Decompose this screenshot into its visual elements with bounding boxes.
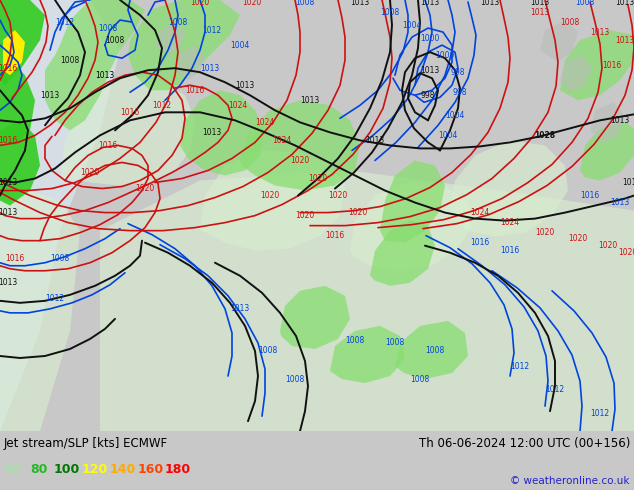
Text: 1000: 1000 bbox=[420, 34, 440, 43]
Text: 1016: 1016 bbox=[185, 86, 205, 95]
Text: 1013: 1013 bbox=[616, 0, 634, 6]
Text: 1012: 1012 bbox=[55, 18, 75, 26]
Text: 1008: 1008 bbox=[98, 24, 118, 32]
Text: 1008: 1008 bbox=[385, 339, 404, 347]
Text: 1004: 1004 bbox=[438, 131, 458, 140]
Text: 1012: 1012 bbox=[46, 294, 65, 303]
Text: 1013: 1013 bbox=[590, 27, 610, 37]
Text: 1013: 1013 bbox=[611, 116, 630, 125]
Text: 1013: 1013 bbox=[235, 81, 255, 90]
Text: 1008: 1008 bbox=[380, 7, 399, 17]
Text: 1024: 1024 bbox=[470, 208, 489, 217]
Text: 1013: 1013 bbox=[41, 91, 60, 100]
Text: 1020: 1020 bbox=[295, 211, 314, 220]
Text: 1012: 1012 bbox=[590, 409, 609, 417]
Text: 1008: 1008 bbox=[410, 374, 430, 384]
Text: 1016: 1016 bbox=[580, 191, 600, 200]
Text: 1016: 1016 bbox=[98, 141, 118, 150]
Text: 80: 80 bbox=[30, 463, 48, 476]
Text: 1013: 1013 bbox=[230, 304, 250, 314]
Text: 1013: 1013 bbox=[531, 7, 550, 17]
Text: 1020: 1020 bbox=[81, 168, 100, 177]
Text: 1020: 1020 bbox=[598, 241, 618, 250]
Text: 1013: 1013 bbox=[623, 178, 634, 187]
Text: 1020: 1020 bbox=[190, 0, 210, 6]
Text: 140: 140 bbox=[110, 463, 136, 476]
Text: 1013: 1013 bbox=[531, 0, 550, 6]
Text: 1024: 1024 bbox=[500, 218, 520, 227]
Text: © weatheronline.co.uk: © weatheronline.co.uk bbox=[510, 476, 630, 486]
Text: 1012: 1012 bbox=[202, 25, 221, 35]
Text: 1008: 1008 bbox=[169, 18, 188, 26]
Text: 60: 60 bbox=[4, 463, 22, 476]
Text: 1024: 1024 bbox=[228, 101, 248, 110]
Text: 1016: 1016 bbox=[0, 136, 18, 145]
Text: 1004: 1004 bbox=[403, 21, 422, 29]
Text: 1012: 1012 bbox=[545, 385, 564, 393]
Text: 1008: 1008 bbox=[560, 18, 579, 26]
Text: 1020: 1020 bbox=[568, 234, 588, 243]
Text: 180: 180 bbox=[165, 463, 191, 476]
Text: 1013: 1013 bbox=[420, 66, 439, 74]
Text: 1008: 1008 bbox=[60, 56, 80, 65]
Text: 1012: 1012 bbox=[510, 362, 529, 370]
Text: 1024: 1024 bbox=[256, 118, 275, 127]
Text: 1004: 1004 bbox=[230, 41, 250, 49]
Text: Jet stream/SLP [kts] ECMWF: Jet stream/SLP [kts] ECMWF bbox=[4, 437, 168, 450]
Text: 1020: 1020 bbox=[348, 208, 368, 217]
Text: 1008: 1008 bbox=[259, 346, 278, 355]
Text: 1020: 1020 bbox=[290, 156, 309, 165]
Text: 1013: 1013 bbox=[0, 278, 18, 287]
Text: 1004: 1004 bbox=[445, 111, 465, 120]
Text: 1020: 1020 bbox=[308, 174, 328, 183]
Text: 1008: 1008 bbox=[50, 254, 70, 263]
Text: 1016: 1016 bbox=[0, 64, 18, 73]
Text: 1008: 1008 bbox=[576, 0, 595, 6]
Text: 1013: 1013 bbox=[420, 0, 439, 6]
Text: 998: 998 bbox=[453, 88, 467, 97]
Text: 1016: 1016 bbox=[5, 254, 25, 263]
Text: 998: 998 bbox=[451, 68, 465, 77]
Text: 1013: 1013 bbox=[95, 71, 115, 80]
Text: 1000: 1000 bbox=[436, 50, 455, 60]
Text: 1008: 1008 bbox=[295, 0, 314, 6]
Text: 1020: 1020 bbox=[136, 184, 155, 193]
Text: 1008: 1008 bbox=[346, 337, 365, 345]
Text: 1008: 1008 bbox=[285, 374, 304, 384]
Text: 1028: 1028 bbox=[534, 131, 555, 140]
Text: 1013: 1013 bbox=[200, 64, 219, 73]
Text: 1013: 1013 bbox=[611, 198, 630, 207]
Text: 1013: 1013 bbox=[202, 128, 222, 137]
Text: 1020: 1020 bbox=[328, 191, 347, 200]
Text: 1020: 1020 bbox=[535, 228, 555, 237]
Text: 160: 160 bbox=[138, 463, 164, 476]
Text: 1016: 1016 bbox=[602, 61, 621, 70]
Text: 1013: 1013 bbox=[0, 208, 18, 217]
Text: 1013: 1013 bbox=[351, 0, 370, 6]
Text: 1016: 1016 bbox=[325, 231, 345, 240]
Text: 120: 120 bbox=[82, 463, 108, 476]
Text: 1020: 1020 bbox=[261, 191, 280, 200]
Text: 1013: 1013 bbox=[616, 36, 634, 45]
Text: 1016: 1016 bbox=[500, 246, 520, 255]
Text: 1013: 1013 bbox=[481, 0, 500, 6]
Text: 1008: 1008 bbox=[105, 36, 125, 45]
Text: 1020: 1020 bbox=[242, 0, 262, 6]
Text: Th 06-06-2024 12:00 UTC (00+156): Th 06-06-2024 12:00 UTC (00+156) bbox=[418, 437, 630, 450]
Text: 1008: 1008 bbox=[425, 346, 444, 355]
Text: 1020: 1020 bbox=[618, 248, 634, 257]
Text: 1016: 1016 bbox=[470, 238, 489, 247]
Text: 1013: 1013 bbox=[0, 178, 18, 187]
Text: 998: 998 bbox=[421, 91, 436, 100]
Text: 1024: 1024 bbox=[273, 136, 292, 145]
Text: 1012: 1012 bbox=[152, 101, 172, 110]
Text: 1013: 1013 bbox=[301, 96, 320, 105]
Text: 1013: 1013 bbox=[365, 136, 385, 145]
Text: 100: 100 bbox=[54, 463, 81, 476]
Text: 1016: 1016 bbox=[120, 108, 139, 117]
